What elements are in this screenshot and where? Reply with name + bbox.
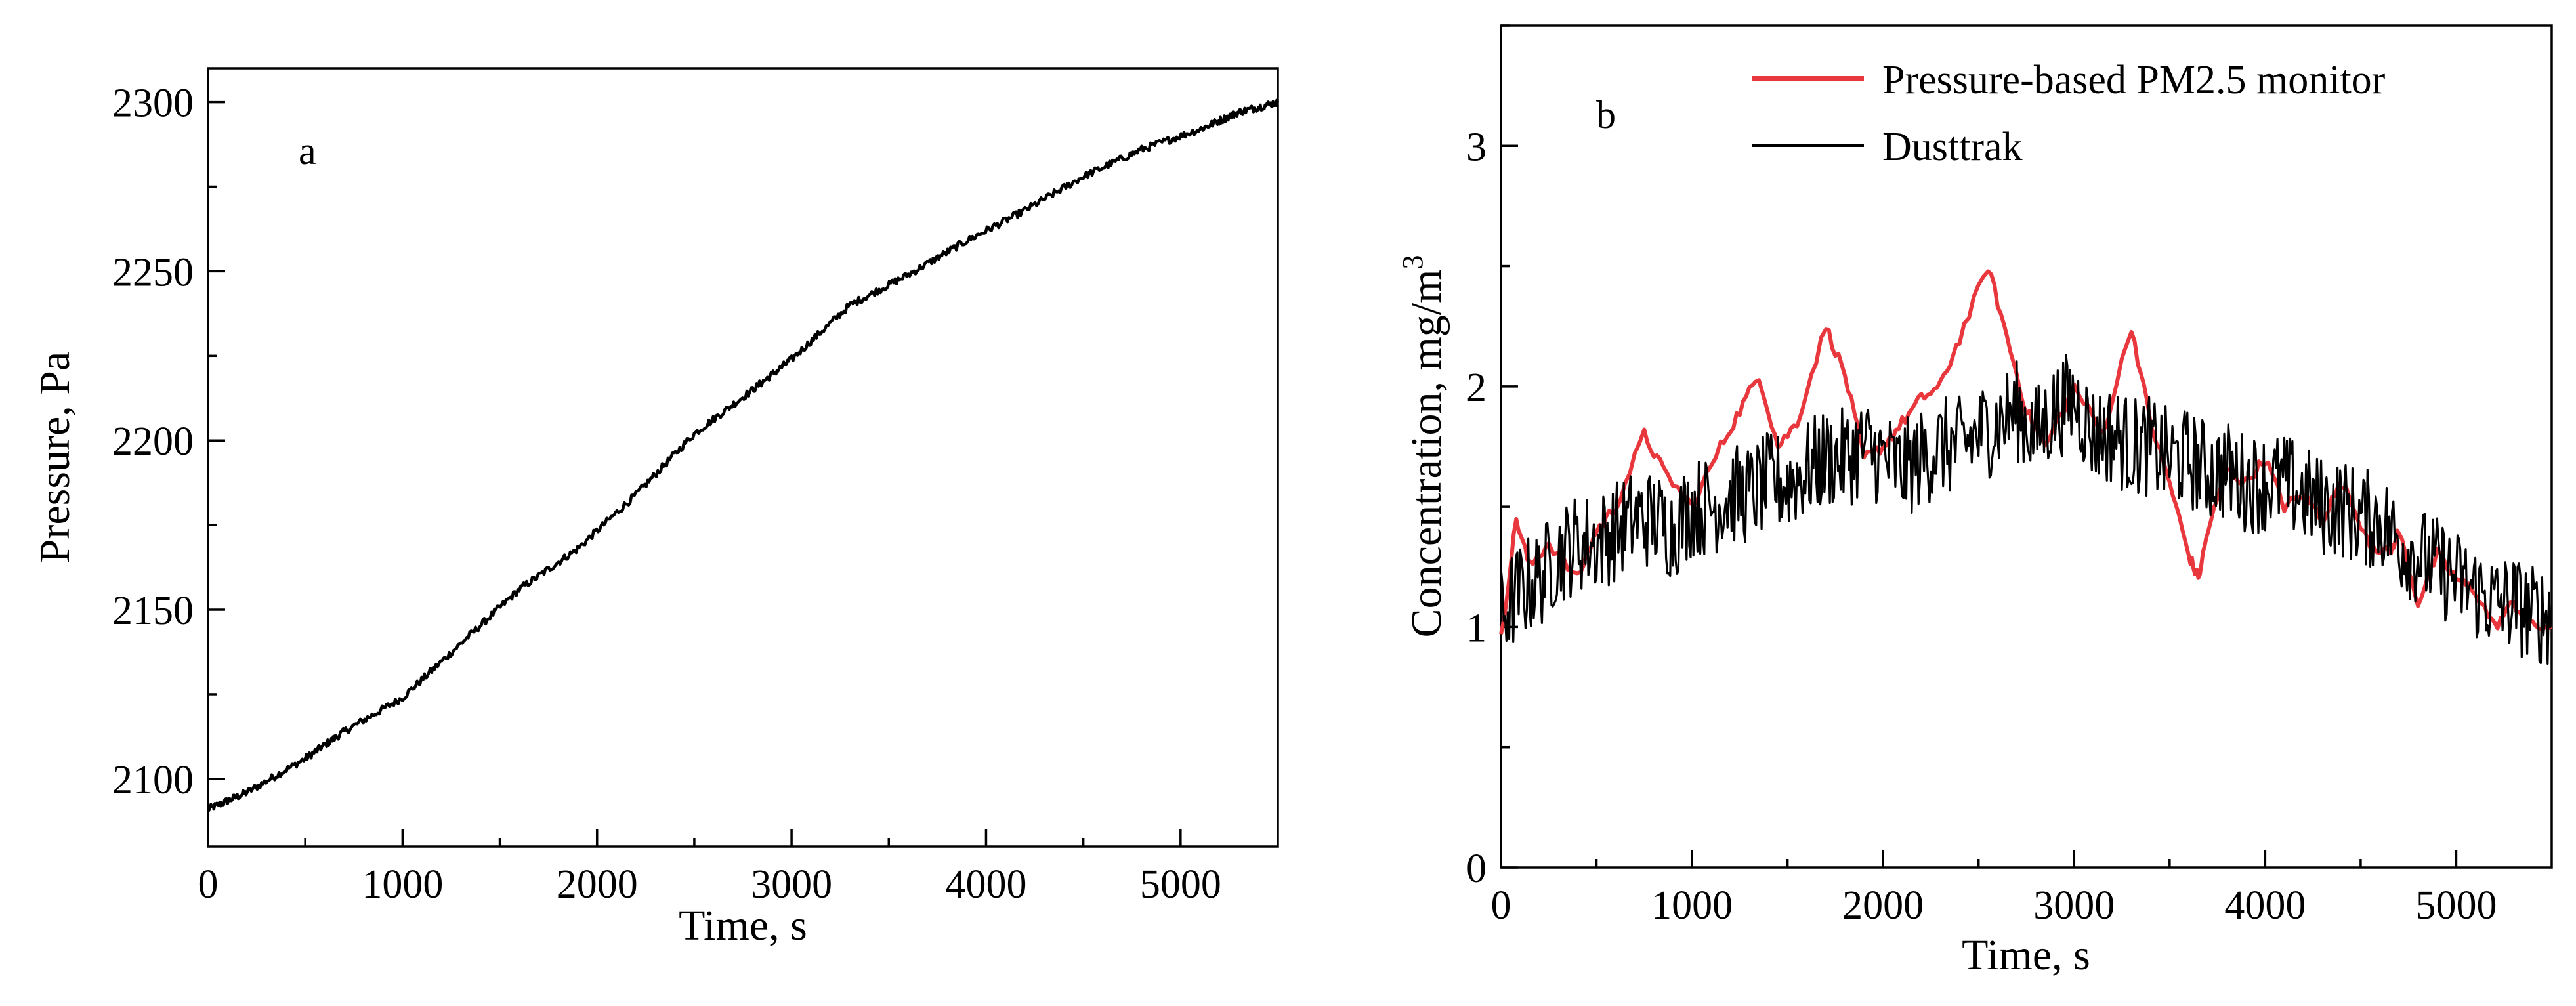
y-tick-label-2: 2 — [1466, 366, 1487, 410]
x-tick-label-1000: 1000 — [1651, 883, 1733, 928]
x-tick-label-1000: 1000 — [362, 862, 443, 907]
legend: Pressure-based PM2.5 monitor Dusttrak — [1752, 58, 2386, 169]
y-tick-label-2300: 2300 — [112, 81, 194, 126]
panel-a-ticks — [207, 100, 1182, 847]
panel-b-y-axis-label-superscript: 3 — [1397, 255, 1429, 270]
panel-a-tick-labels: 0 1000 2000 3000 4000 5000 2100 2150 2200 2250 230… — [112, 81, 1221, 907]
panel-a-frame — [207, 67, 1279, 848]
x-tick-label-2000: 2000 — [1842, 883, 1924, 928]
x-tick-label-2000: 2000 — [557, 862, 638, 907]
x-tick-label-5000: 5000 — [1140, 862, 1221, 907]
panel-b-y-axis-label-text: Concentration, mg/m — [1403, 270, 1450, 638]
panel-b-ticks — [1500, 24, 2458, 869]
panel-a-x-axis-label: Time, s — [679, 902, 807, 950]
panel-a-series — [206, 98, 1280, 812]
x-tick-label-5000: 5000 — [2415, 883, 2497, 928]
y-tick-label-2150: 2150 — [112, 589, 194, 633]
y-tick-label-1: 1 — [1466, 606, 1487, 650]
x-tick-label-3000: 3000 — [2033, 883, 2115, 928]
x-tick-label-3000: 3000 — [751, 862, 832, 907]
panel-b-frame — [1500, 24, 2553, 869]
panel-a-label: a — [299, 129, 316, 173]
y-tick-label-3: 3 — [1466, 125, 1487, 169]
y-tick-label-2100: 2100 — [112, 758, 194, 803]
panel-b: 0 1000 2000 3000 4000 5000 0 1 2 3 b Time, s Conc… — [1397, 24, 2553, 979]
x-tick-label-0: 0 — [198, 862, 219, 907]
panel-a: 0 1000 2000 3000 4000 5000 2100 2150 2200 2250 230… — [31, 67, 1280, 950]
series-line-pressure-based-pm2-5-monitor — [1499, 269, 2553, 635]
panel-b-series — [1499, 269, 2553, 665]
y-tick-label-2250: 2250 — [112, 250, 194, 295]
panel-b-y-axis-label: Concentration, mg/m3 — [1397, 255, 1450, 638]
y-tick-label-2200: 2200 — [112, 419, 194, 464]
x-tick-label-4000: 4000 — [2224, 883, 2306, 928]
panel-b-x-axis-label: Time, s — [1962, 931, 2090, 979]
y-tick-label-0: 0 — [1466, 847, 1487, 891]
panel-b-tick-labels: 0 1000 2000 3000 4000 5000 0 1 2 3 — [1466, 125, 2497, 928]
series-line-pressure — [206, 98, 1280, 812]
x-tick-label-4000: 4000 — [945, 862, 1026, 907]
series-line-dusttrak — [1500, 354, 2553, 665]
x-tick-label-0: 0 — [1491, 883, 1511, 928]
legend-label-dusttrak: Dusttrak — [1882, 125, 2023, 169]
legend-label-pressure-based-pm25-monitor: Pressure-based PM2.5 monitor — [1882, 58, 2386, 102]
panel-a-y-axis-label: Pressure, Pa — [31, 352, 79, 564]
panel-b-label: b — [1596, 93, 1616, 136]
